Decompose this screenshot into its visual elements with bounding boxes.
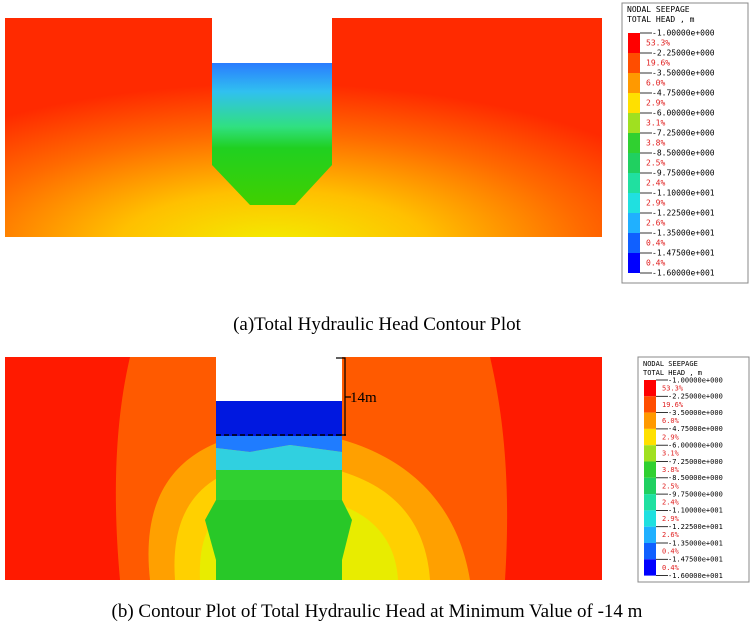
legend-swatch: [628, 53, 640, 73]
legend-percentage: 3.1%: [646, 119, 665, 128]
legend-swatch: [644, 428, 656, 446]
legend-level: -7.25000e+000: [652, 129, 715, 138]
legend-level: -4.75000e+000: [668, 425, 723, 433]
legend-swatch: [644, 396, 656, 413]
legend-level: -6.00000e+000: [668, 442, 723, 450]
legend-level: -8.50000e+000: [668, 474, 723, 482]
legend-box: [621, 2, 749, 284]
legend-swatch: [628, 113, 640, 133]
legend-percentage: 53.3%: [646, 39, 670, 48]
legend-level: -1.47500e+001: [668, 556, 723, 564]
legend-level: -1.35000e+001: [668, 539, 723, 547]
legend-percentage: 2.6%: [662, 531, 680, 539]
legend-level: -1.00000e+000: [652, 29, 715, 38]
legend-percentage: 2.4%: [646, 179, 665, 188]
legend-percentage: 3.8%: [646, 139, 665, 148]
legend-level: -9.75000e+000: [652, 169, 715, 178]
legend-percentage: 3.8%: [662, 466, 680, 474]
legend-percentage: 6.0%: [646, 79, 665, 88]
caption: (b) Contour Plot of Total Hydraulic Head…: [112, 601, 643, 622]
legend-percentage: 2.9%: [662, 515, 680, 523]
legend-percentage: 0.4%: [662, 547, 680, 555]
legend-percentage: 3.1%: [662, 450, 680, 458]
legend-swatch: [644, 477, 656, 495]
legend-swatch: [644, 412, 656, 429]
legend-swatch: [628, 93, 640, 113]
legend-swatch: [628, 133, 640, 153]
legend-level: -1.00000e+000: [668, 376, 723, 384]
legend-title: NODAL SEEPAGE: [643, 360, 698, 368]
caption: (a)Total Hydraulic Head Contour Plot: [233, 314, 522, 335]
legend-box: [637, 356, 750, 583]
legend-level: -8.50000e+000: [652, 149, 715, 158]
legend-swatch: [628, 253, 640, 273]
legend-swatch: [628, 153, 640, 173]
legend-level: -2.25000e+000: [652, 49, 715, 58]
legend-percentage: 0.4%: [646, 259, 665, 268]
legend-level: -1.22500e+001: [652, 209, 715, 218]
annotation: 14m: [350, 390, 377, 406]
contour-plot-b: [5, 357, 602, 580]
legend-percentage: 2.9%: [662, 433, 680, 441]
legend-swatch: [644, 543, 656, 560]
legend-swatch: [644, 461, 656, 478]
legend-level: -2.25000e+000: [668, 393, 723, 401]
legend-title: NODAL SEEPAGE: [627, 5, 690, 14]
legend-swatch: [644, 445, 656, 462]
legend-swatch: [644, 559, 656, 576]
legend-level: -1.10000e+001: [652, 189, 715, 198]
contour-plot-a: [5, 18, 602, 237]
legend-swatch: [628, 33, 640, 53]
legend-percentage: 6.0%: [662, 417, 680, 425]
legend-swatch: [628, 193, 640, 213]
legend-level: -1.47500e+001: [652, 249, 715, 258]
legend-level: -1.60000e+001: [668, 572, 723, 580]
legend-swatch: [644, 380, 656, 397]
legend-level: -7.25000e+000: [668, 458, 723, 466]
legend-level: -3.50000e+000: [668, 409, 723, 417]
legend-percentage: 53.3%: [662, 384, 684, 392]
legend-level: -1.60000e+001: [652, 269, 715, 278]
legend-level: -9.75000e+000: [668, 490, 723, 498]
legend-swatch: [628, 73, 640, 93]
legend-percentage: 2.5%: [662, 482, 680, 490]
legend-percentage: 2.5%: [646, 159, 665, 168]
legend-percentage: 2.4%: [662, 499, 680, 507]
legend-level: -1.35000e+001: [652, 229, 715, 238]
legend-level: -6.00000e+000: [652, 109, 715, 118]
legend-level: -4.75000e+000: [652, 89, 715, 98]
legend-swatch: [644, 526, 656, 543]
legend-level: -1.22500e+001: [668, 523, 723, 531]
legend-swatch: [628, 173, 640, 193]
legend-swatch: [644, 510, 656, 527]
legend-title: TOTAL HEAD , m: [627, 15, 695, 24]
legend-percentage: 0.4%: [662, 564, 680, 572]
legend-percentage: 0.4%: [646, 239, 665, 248]
legend-swatch: [644, 494, 656, 511]
legend-percentage: 2.6%: [646, 219, 665, 228]
legend-swatch: [628, 233, 640, 253]
legend-percentage: 2.9%: [646, 199, 665, 208]
legend-percentage: 2.9%: [646, 99, 665, 108]
legend-swatch: [628, 213, 640, 233]
legend-title: TOTAL HEAD , m: [643, 369, 702, 377]
legend-percentage: 19.6%: [662, 401, 684, 409]
legend-level: -1.10000e+001: [668, 507, 723, 515]
legend-percentage: 19.6%: [646, 59, 670, 68]
legend-level: -3.50000e+000: [652, 69, 715, 78]
